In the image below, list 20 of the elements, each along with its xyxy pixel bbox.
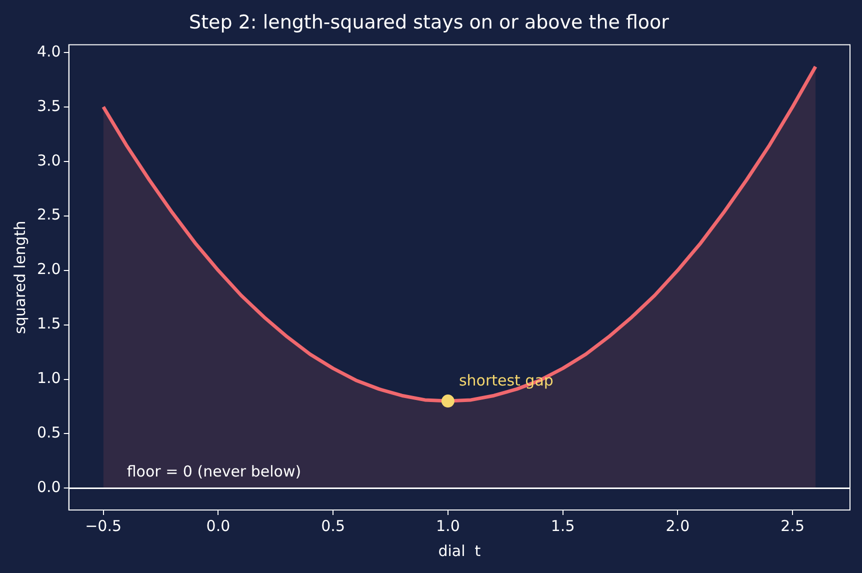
- x-axis-title: dial t: [438, 542, 481, 560]
- chart-title: Step 2: length-squared stays on or above the floor: [189, 11, 670, 34]
- y-axis-title: squared length: [10, 220, 29, 334]
- x-tick-label: 2.0: [666, 516, 690, 535]
- y-tick-label: 2.0: [36, 260, 61, 278]
- x-tick-label: −0.5: [85, 516, 122, 535]
- y-tick-label: 1.5: [36, 314, 61, 333]
- y-tick-label: 3.5: [36, 96, 61, 115]
- y-tick-label: 2.5: [36, 206, 61, 224]
- x-tick-label: 1.5: [550, 516, 575, 535]
- y-tick-label: 0.0: [36, 478, 61, 496]
- x-tick-label: 0.0: [206, 516, 230, 535]
- x-tick-label: 0.5: [321, 516, 345, 535]
- y-tick-label: 1.0: [36, 369, 61, 388]
- y-tick-label: 0.5: [36, 424, 61, 442]
- x-tick-label: 2.5: [780, 516, 804, 535]
- y-tick-label: 3.0: [36, 151, 61, 170]
- y-tick-label: 4.0: [36, 42, 61, 60]
- x-tick-label: 1.0: [436, 516, 460, 535]
- ref-line-label: floor = 0 (never below): [126, 462, 302, 481]
